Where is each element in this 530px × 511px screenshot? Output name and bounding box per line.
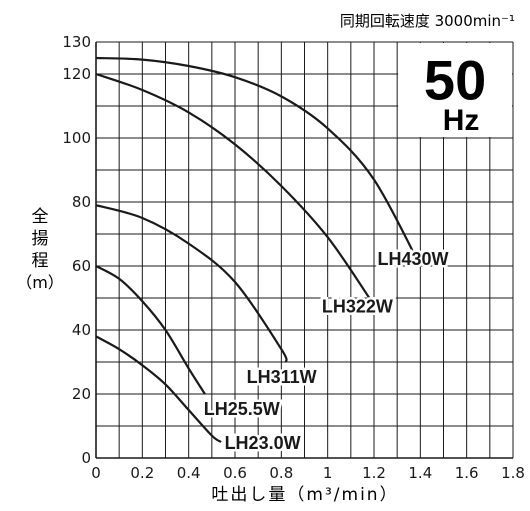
y-axis-label-char: 程: [32, 251, 49, 271]
curve-lh25.5w: [95, 265, 206, 395]
x-tick-label: 0.8: [269, 464, 293, 482]
series-label-lh430w: LH430W: [377, 249, 448, 269]
y-tick-label: 40: [72, 321, 91, 339]
curve-lh311w: [95, 204, 288, 363]
x-tick-label: 0.6: [223, 464, 247, 482]
series-label-lh23.0w: LH23.0W: [225, 433, 301, 453]
y-tick-label: 130: [62, 33, 91, 51]
x-tick-label: 1.2: [362, 464, 386, 482]
y-axis-label: 全 揚 程 （m）: [16, 207, 64, 292]
grid: [95, 41, 514, 459]
y-tick-label: 20: [72, 385, 91, 403]
x-tick-label: 0: [91, 464, 101, 482]
series-label-lh25.5w: LH25.5W: [204, 399, 280, 419]
series-label-lh311w: LH311W: [247, 367, 317, 387]
series-label-lh322w: LH322W: [322, 296, 393, 316]
x-axis-label: 吐出し量（m³/min）: [211, 485, 398, 505]
curve-lh23.0w: [95, 335, 222, 443]
y-tick-label: 120: [62, 65, 91, 83]
y-axis-label-char: 揚: [32, 229, 49, 249]
y-axis-label-char: 全: [32, 207, 49, 227]
x-tick-label: 1.6: [455, 464, 479, 482]
y-tick-label: 80: [72, 193, 91, 211]
y-tick-label: 100: [62, 129, 91, 147]
frequency-box: [398, 43, 512, 137]
x-tick-label: 1.4: [408, 464, 432, 482]
y-tick-label: 0: [81, 449, 91, 467]
y-axis-label-char: （m）: [16, 273, 64, 292]
series-labels: LH430W LH322W LH311W LH25.5W LH23.0W: [201, 247, 451, 456]
x-tick-label: 0.4: [177, 464, 201, 482]
frequency-value: 50: [424, 49, 486, 112]
x-tick-label: 1: [323, 464, 333, 482]
curve-lh322w: [95, 72, 371, 299]
x-tick-label: 0.2: [130, 464, 154, 482]
curves: [95, 56, 422, 443]
curve-lh430w: [95, 56, 422, 267]
chart-title: 同期回転速度 3000min⁻¹: [340, 12, 515, 30]
frequency-unit: Hz: [443, 104, 480, 137]
y-tick-label: 60: [72, 257, 91, 275]
axes: 0 0.2 0.4 0.6 0.8 1 1.2 1.4 1.6 1.8 0 20 40 60 80 100 12…: [62, 33, 525, 482]
x-tick-label: 1.8: [501, 464, 525, 482]
